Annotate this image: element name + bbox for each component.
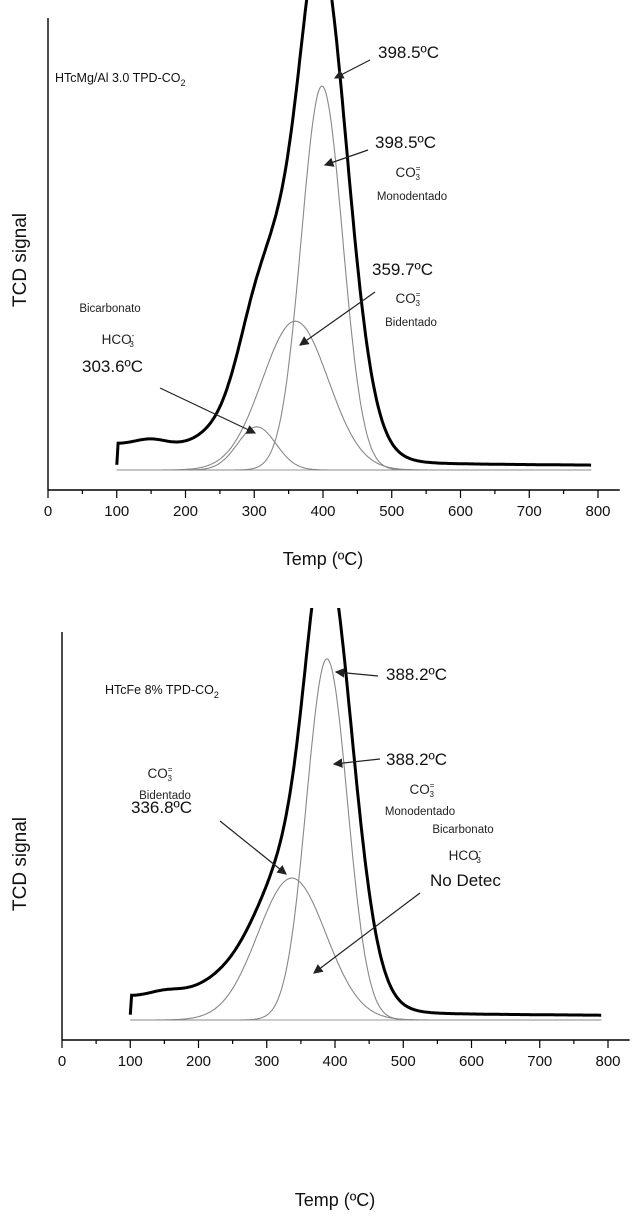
- chart-mg-al: 0 100 200 300 400 500 600 700 800 Temp (ºC) TCD si…: [10, 0, 620, 569]
- monodentado-name-label: Monodentado: [377, 191, 447, 203]
- monodentado-species-label: CO= 3: [410, 781, 435, 799]
- bicarbonato-species-label: HCO-3: [449, 847, 482, 865]
- bidentado-name-label: Bidentado: [385, 317, 437, 329]
- bidentado-species-label: CO= 3: [396, 290, 421, 308]
- x-tick-label: 500: [379, 503, 404, 520]
- monodentado-arrow: [323, 149, 369, 167]
- x-axis-label: Temp (ºC): [283, 549, 364, 569]
- x-tick-label: 100: [104, 503, 129, 520]
- chart-title: HTcFe 8% TPD-CO2: [105, 683, 219, 700]
- bidentado-temp-label: 336.8ºC: [131, 798, 192, 817]
- component-peak-bidentado: [116, 320, 592, 471]
- bicarbonato-name-label: Bicarbonato: [432, 824, 493, 836]
- monodentado-arrow: [332, 758, 381, 768]
- total-tcd-signal: [128, 608, 602, 1017]
- x-tick-label: 700: [527, 1053, 552, 1070]
- x-tick-label: 800: [585, 503, 610, 520]
- x-tick-label: 700: [517, 503, 542, 520]
- peak-max-label: 388.2ºC: [386, 665, 447, 684]
- monodentado-species-label: CO= 3: [396, 164, 421, 182]
- x-tick-label: 400: [310, 503, 335, 520]
- component-peak-monodentado: [116, 85, 592, 471]
- monodentado-temp-label: 398.5ºC: [375, 133, 436, 152]
- bicarbonato-arrow: [313, 892, 421, 974]
- x-tick-label: 100: [118, 1053, 143, 1070]
- bidentado-arrow: [219, 820, 287, 875]
- x-axis-label: Temp (ºC): [295, 1190, 376, 1210]
- y-axis-label: TCD signal: [10, 213, 31, 307]
- chart-fe: 0 100 200 300 400 500 600 700 800 Temp (ºC) TCD si…: [10, 608, 630, 1210]
- bidentado-species-label: CO= 3: [148, 765, 173, 783]
- bidentado-temp-label: 359.7ºC: [372, 260, 433, 279]
- bidentado-name-label: Bidentado: [139, 790, 191, 802]
- monodentado-temp-label: 388.2ºC: [386, 750, 447, 769]
- y-axis-label: TCD signal: [10, 817, 31, 911]
- x-tick-label: 500: [391, 1053, 416, 1070]
- component-peak-bidentado: [130, 877, 602, 1021]
- peak-max-arrow: [333, 59, 371, 79]
- x-tick-label: 800: [595, 1053, 620, 1070]
- bicarbonato-temp-label: 303.6ºC: [82, 357, 143, 376]
- x-tick-label: 200: [186, 1053, 211, 1070]
- x-tick-label: 200: [173, 503, 198, 520]
- component-peak-monodentado: [130, 658, 602, 1021]
- chart-title: HTcMg/Al 3.0 TPD-CO2: [55, 71, 186, 88]
- bidentado-arrow: [299, 291, 376, 346]
- monodentado-name-label: Monodentado: [385, 806, 455, 818]
- x-tick-label: 300: [254, 1053, 279, 1070]
- bicarbonato-name-label: Bicarbonato: [79, 303, 140, 315]
- x-tick-label: 300: [242, 503, 267, 520]
- x-tick-label: 400: [322, 1053, 347, 1070]
- x-tick-label: 0: [58, 1053, 66, 1070]
- x-tick-label: 600: [448, 503, 473, 520]
- peak-max-arrow: [334, 668, 379, 678]
- bicarbonato-arrow: [159, 387, 257, 434]
- x-tick-label: 0: [44, 503, 52, 520]
- x-tick-label: 600: [459, 1053, 484, 1070]
- bicarbonato-temp-label: No Detec: [430, 871, 501, 890]
- bicarbonato-species-label: HCO-3: [102, 331, 135, 349]
- peak-max-label: 398.5ºC: [378, 43, 439, 62]
- total-tcd-signal: [115, 0, 592, 467]
